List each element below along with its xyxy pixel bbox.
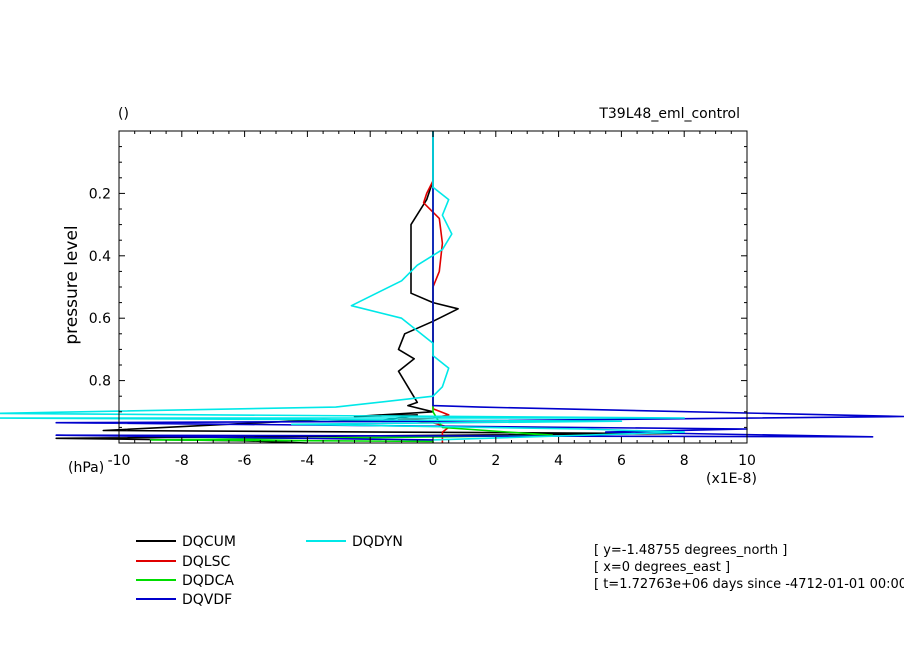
x-tick-label: 8	[680, 453, 689, 469]
x-tick-label: -8	[175, 453, 189, 469]
x-tick-label: -2	[363, 453, 377, 469]
series-line-dqdca	[149, 131, 554, 443]
y-tick-label: 0.6	[89, 311, 111, 327]
x-tick-label: 4	[554, 453, 563, 469]
x-tick-label: -4	[300, 453, 314, 469]
chart-title-left: ()	[118, 106, 129, 122]
annotation-line: [ y=-1.48755 degrees_north ]	[594, 543, 787, 558]
legend-label-dqvdf: DQVDF	[182, 592, 232, 608]
legend-label-dqcum: DQCUM	[182, 534, 236, 550]
x-tick-label: 10	[738, 453, 756, 469]
y-tick-label: 0.2	[89, 186, 111, 202]
x-tick-label: -6	[238, 453, 252, 469]
series-line-dqlsc	[397, 131, 450, 443]
annotations: [ y=-1.48755 degrees_north ] [ x=0 degree…	[594, 543, 904, 592]
series-line-dqdyn	[0, 131, 686, 441]
legend: DQCUM DQLSC DQDCA DQVDF DQDYN	[136, 534, 403, 608]
legend-label-dqdyn: DQDYN	[352, 534, 403, 550]
legend-label-dqdca: DQDCA	[182, 573, 234, 589]
annotation-line: [ t=1.72763e+06 days since -4712-01-01 0…	[594, 577, 904, 592]
x-tick-label: 2	[491, 453, 500, 469]
y-tick-label: 0.4	[89, 249, 111, 265]
x-tick-label: 6	[617, 453, 626, 469]
series-layer	[0, 131, 904, 444]
series-line-dqvdf	[55, 131, 904, 441]
x-tick-label: 0	[429, 453, 438, 469]
series-line-dqcum	[55, 131, 673, 444]
y-axis-label: pressure level	[62, 225, 82, 344]
y-tick-label: 0.8	[89, 374, 111, 390]
chart-title-right: T39L48_eml_control	[598, 106, 740, 122]
annotation-line: [ x=0 degrees_east ]	[594, 560, 730, 575]
axes-layer: -10 -8 -6 -4 -2 0 2 4 6 8 10 0.2 0.4 0.6 0.8	[89, 130, 756, 469]
y-axis-unit: (hPa)	[68, 460, 104, 476]
x-axis-scale-label: (x1E-8)	[706, 471, 757, 487]
x-tick-label: -10	[108, 453, 131, 469]
legend-label-dqlsc: DQLSC	[182, 554, 230, 570]
